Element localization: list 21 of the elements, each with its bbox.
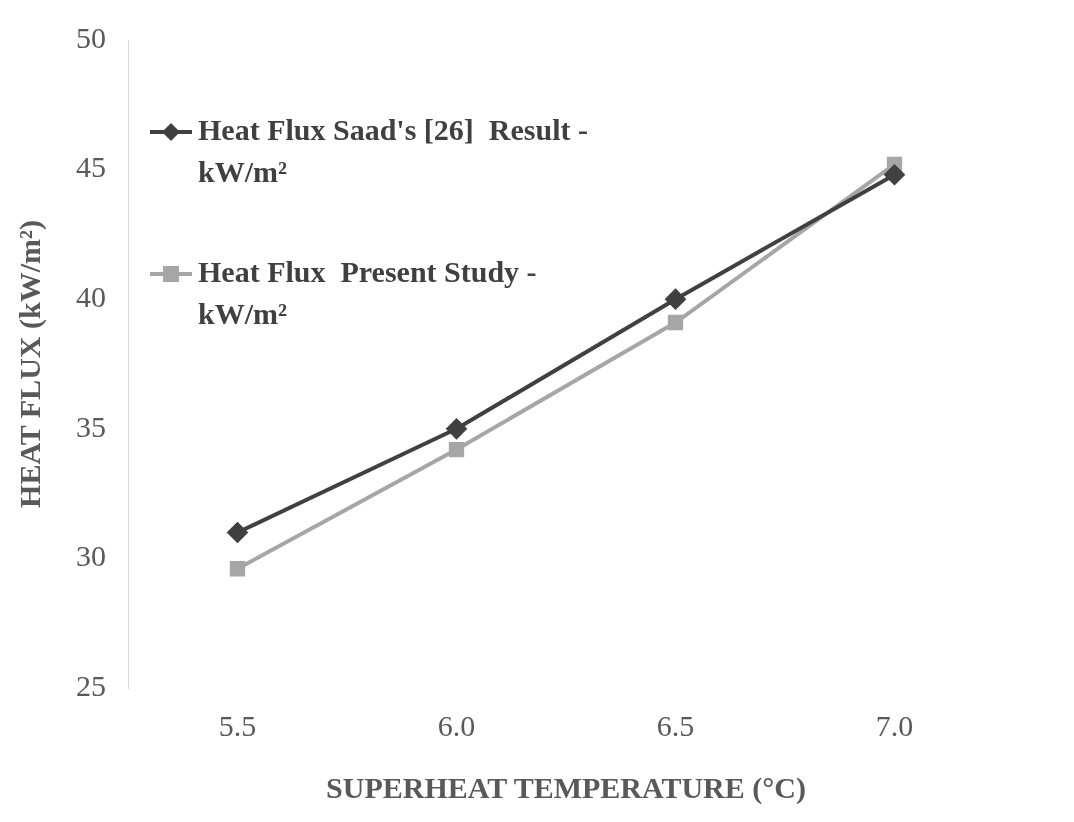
point: [665, 289, 686, 310]
x-axis-title: SUPERHEAT TEMPERATURE (°C): [326, 770, 806, 805]
y-tick-label: 50: [76, 20, 106, 54]
legend-label: Heat Flux Present Study - kW/m²: [198, 254, 545, 330]
point: [448, 441, 465, 458]
y-tick-label: 30: [76, 539, 106, 573]
x-tick-label: 7.0: [875, 708, 914, 742]
x-tick-label: 5.5: [218, 708, 257, 742]
y-tick-label: 35: [76, 409, 106, 443]
x-tick-label: 6.5: [656, 708, 695, 742]
y-tick-label: 25: [76, 668, 106, 702]
point: [667, 314, 684, 331]
point: [229, 561, 246, 577]
point: [446, 418, 467, 439]
y-tick-label: 40: [76, 280, 106, 314]
x-tick-label: 6.0: [437, 708, 476, 742]
y-axis-title: HEAT FLUX (kW/m²): [12, 220, 47, 508]
y-tick-label: 45: [76, 150, 106, 184]
point: [884, 164, 905, 185]
point: [227, 522, 248, 543]
legend-label: Heat Flux Saad's [26] Result - kW/m²: [198, 112, 588, 188]
